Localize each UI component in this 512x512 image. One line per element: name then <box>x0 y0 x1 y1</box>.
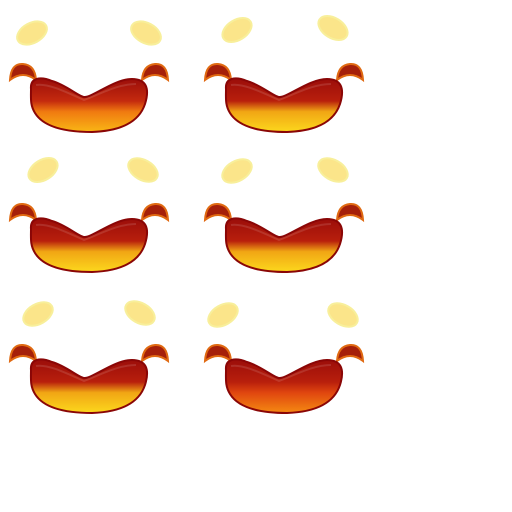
eye-highlight <box>127 157 159 183</box>
mouth-shape <box>29 77 149 134</box>
cheek-dimple <box>8 202 38 223</box>
eye-highlight <box>22 301 54 327</box>
mouth-gloss <box>230 223 332 242</box>
cheek-dimple <box>335 62 365 83</box>
cheek-dimple <box>335 343 365 364</box>
cheek-dimple <box>140 62 170 83</box>
mouth-gloss <box>35 83 137 102</box>
mouth-gloss <box>35 364 137 383</box>
eye-highlight <box>130 20 162 46</box>
mouth-frame <box>8 20 170 134</box>
eye-highlight <box>207 302 239 328</box>
eye-highlight <box>221 17 253 43</box>
mouth-gloss <box>230 83 332 102</box>
cheek-dimple <box>203 202 233 223</box>
cheek-dimple <box>8 343 38 364</box>
mouth-frame <box>203 15 365 134</box>
eye-highlight <box>221 158 253 184</box>
cheek-dimple <box>203 343 233 364</box>
cheek-dimple <box>140 202 170 223</box>
mouth-frame <box>203 157 365 274</box>
cheek-dimple <box>335 202 365 223</box>
eye-highlight <box>317 15 349 41</box>
mouth-shape <box>224 358 344 415</box>
eye-highlight <box>16 20 48 46</box>
mouth-frame <box>8 300 170 415</box>
eye-highlight <box>27 157 59 183</box>
cheek-dimple <box>203 62 233 83</box>
mouth-gloss <box>35 223 137 242</box>
eye-highlight <box>327 302 359 328</box>
eye-highlight <box>317 157 349 183</box>
eye-highlight <box>124 300 156 326</box>
cheek-dimple <box>140 343 170 364</box>
mouth-shape <box>224 77 344 134</box>
mouth-frame <box>203 302 365 415</box>
mouth-shape <box>29 217 149 274</box>
cheek-dimple <box>8 62 38 83</box>
mouth-shape <box>224 217 344 274</box>
mouth-shape <box>29 358 149 415</box>
mouth-frame <box>8 157 170 274</box>
mouth-gloss <box>230 364 332 383</box>
